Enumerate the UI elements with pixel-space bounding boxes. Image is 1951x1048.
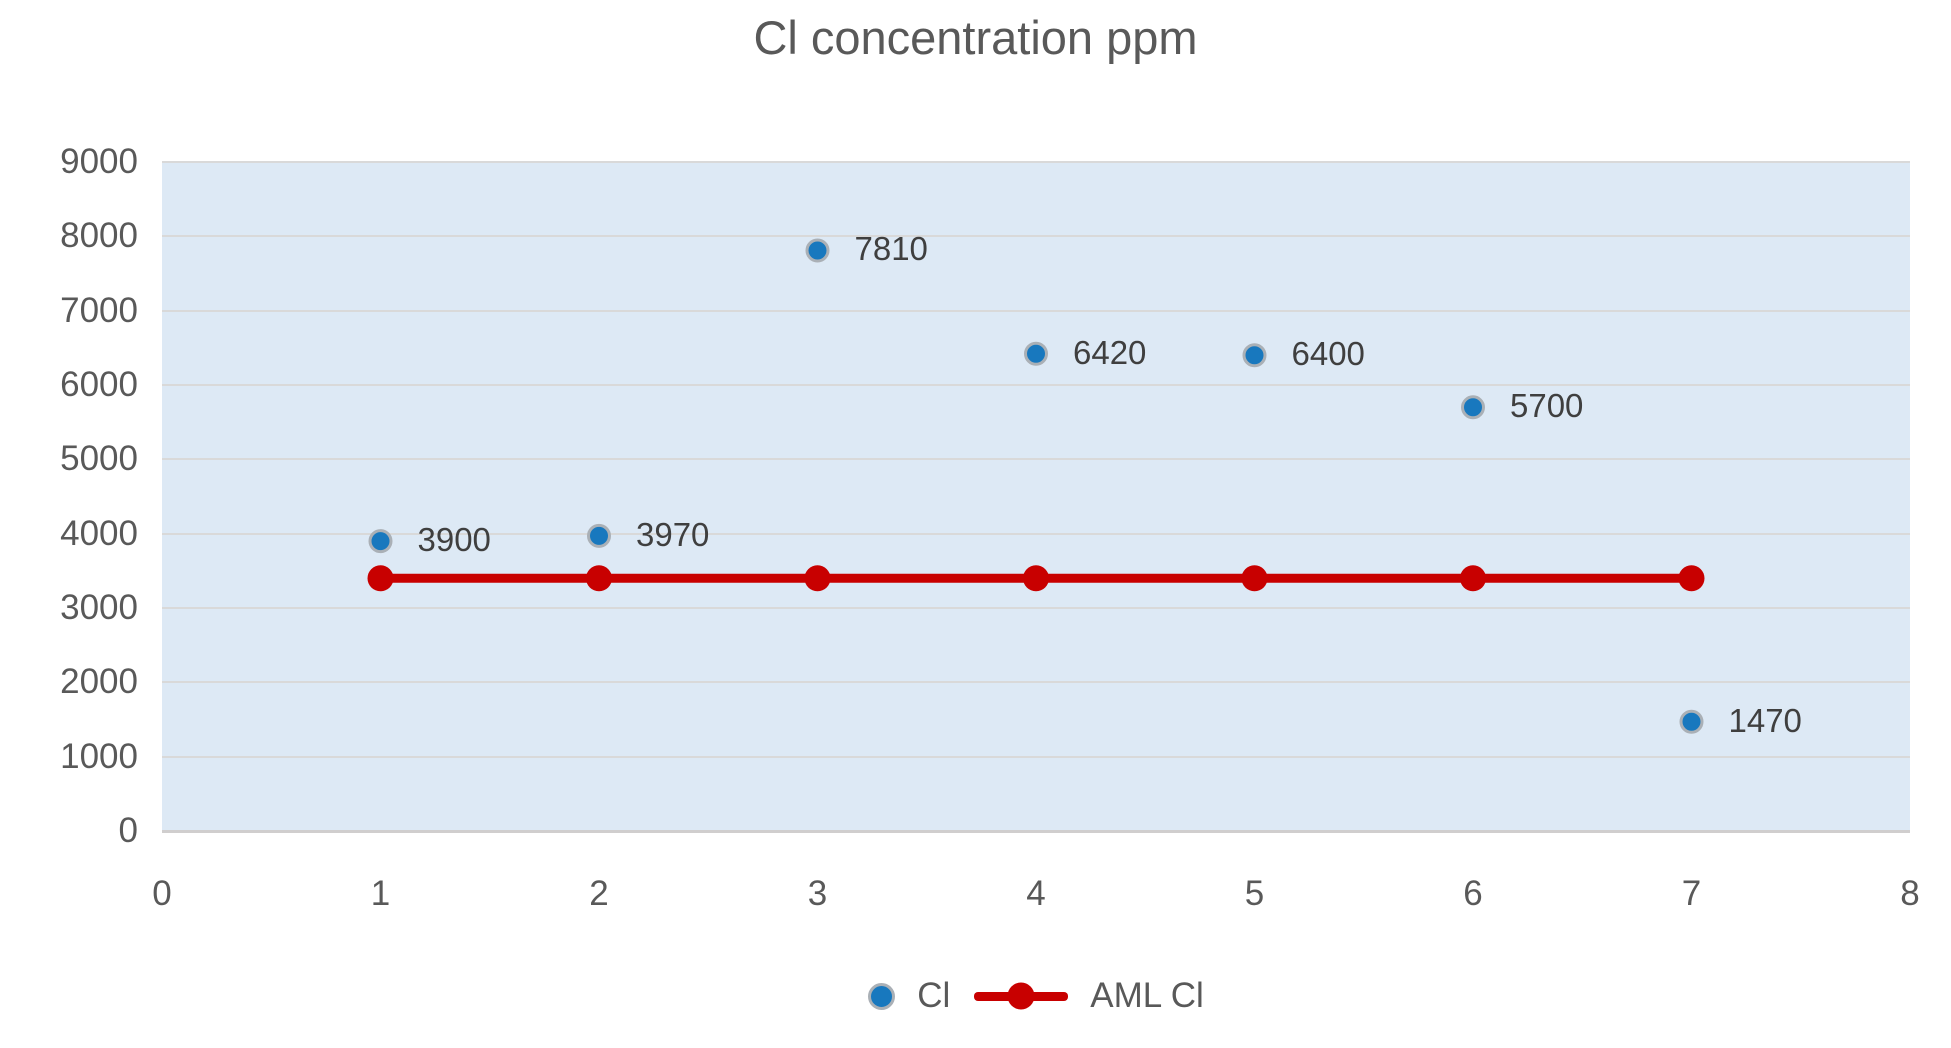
cl-data-label: 5700 xyxy=(1510,387,1584,425)
legend-item-cl: Cl xyxy=(868,976,950,1016)
cl-data-label: 3970 xyxy=(636,515,710,553)
cl-data-point xyxy=(1461,395,1485,420)
y-axis-tick-label: 7000 xyxy=(60,290,138,330)
cl-data-label: 1470 xyxy=(1728,701,1802,739)
x-axis-tick-label: 2 xyxy=(589,874,609,913)
y-axis-tick-label: 1000 xyxy=(60,736,138,776)
chart-title: Cl concentration ppm xyxy=(753,11,1198,64)
x-axis-tick-label: 3 xyxy=(807,874,828,913)
aml-cl-legend-dot xyxy=(1007,982,1035,1010)
cl-data-point xyxy=(1024,341,1048,366)
y-axis-tick-label: 0 xyxy=(118,811,138,850)
cl-data-label: 7810 xyxy=(854,230,928,268)
cl-data-label: 6400 xyxy=(1291,335,1365,373)
x-axis-tick-label: 6 xyxy=(1463,874,1483,913)
y-gridline xyxy=(162,755,1910,758)
y-gridline xyxy=(162,681,1910,684)
aml-cl-marker xyxy=(804,565,831,592)
legend: Cl AML Cl xyxy=(162,976,1910,1016)
cl-data-point xyxy=(1679,709,1704,734)
x-axis-tick-label: 8 xyxy=(1900,874,1920,913)
cl-data-label: 6420 xyxy=(1073,333,1147,371)
legend-item-aml-cl: AML Cl xyxy=(974,976,1204,1016)
aml-cl-marker xyxy=(367,565,394,592)
aml-cl-series-marker-icon xyxy=(974,982,1069,1010)
cl-data-point xyxy=(587,523,611,548)
cl-data-point xyxy=(368,529,393,554)
cl-data-point xyxy=(1242,343,1267,368)
aml-cl-marker xyxy=(586,565,612,592)
y-gridline xyxy=(162,309,1910,312)
y-axis-tick-label: 5000 xyxy=(60,439,138,479)
y-axis-tick-label: 2000 xyxy=(60,662,138,702)
y-gridline xyxy=(162,532,1910,535)
y-axis-tick-label: 3000 xyxy=(60,588,138,627)
y-gridline xyxy=(162,235,1910,238)
y-gridline xyxy=(162,458,1910,461)
aml-cl-marker xyxy=(1460,565,1486,592)
y-gridline xyxy=(162,161,1910,163)
y-axis-tick-label: 4000 xyxy=(60,513,138,553)
x-axis-tick-label: 1 xyxy=(370,874,391,913)
aml-cl-marker xyxy=(1023,565,1049,592)
plot-area xyxy=(162,162,1910,831)
y-gridline xyxy=(162,384,1910,386)
y-gridline xyxy=(162,607,1910,609)
legend-label-aml-cl: AML Cl xyxy=(1090,976,1204,1015)
aml-cl-marker xyxy=(1241,565,1268,592)
cl-series-marker-icon xyxy=(868,982,896,1010)
x-axis-line xyxy=(162,830,1910,833)
legend-label-cl: Cl xyxy=(917,976,951,1015)
y-axis-tick-label: 6000 xyxy=(60,365,138,404)
cl-data-label: 3900 xyxy=(417,521,491,559)
y-axis-tick-label: 9000 xyxy=(60,142,138,181)
x-axis-tick-label: 4 xyxy=(1026,874,1046,913)
aml-cl-marker xyxy=(1678,565,1705,592)
cl-data-point xyxy=(805,238,830,263)
y-axis-tick-label: 8000 xyxy=(60,216,138,256)
x-axis-tick-label: 0 xyxy=(152,874,172,913)
x-axis-tick-label: 7 xyxy=(1681,874,1702,913)
x-axis-tick-label: 5 xyxy=(1244,874,1265,913)
